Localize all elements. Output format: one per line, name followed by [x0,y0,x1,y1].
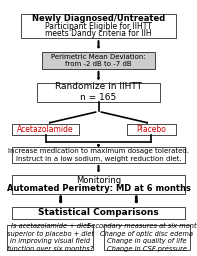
Text: Acetazolamide: Acetazolamide [17,125,74,134]
FancyBboxPatch shape [37,83,160,102]
Text: Monitoring: Monitoring [76,176,121,185]
Text: Newly Diagnosed/Untreated: Newly Diagnosed/Untreated [32,14,165,23]
FancyBboxPatch shape [127,124,176,135]
Text: Automated Perimetry: MD at 6 months: Automated Perimetry: MD at 6 months [7,184,190,193]
FancyBboxPatch shape [11,207,186,219]
Text: Increase medication to maximum dosage tolerated.
Instruct in a low sodium, weigh: Increase medication to maximum dosage to… [8,148,189,162]
Text: Statistical Comparisons: Statistical Comparisons [38,208,159,217]
FancyBboxPatch shape [42,52,155,69]
FancyBboxPatch shape [7,225,93,250]
Text: Secondary measures at six months:
Change of optic disc edema
Change in quality o: Secondary measures at six months: Change… [87,223,197,252]
Text: Placebo: Placebo [137,125,166,134]
Text: meets Dandy criteria for IIH: meets Dandy criteria for IIH [45,29,152,38]
Text: Perimetric Mean Deviation:
from -2 dB to -7 dB: Perimetric Mean Deviation: from -2 dB to… [51,54,146,67]
Text: Randomize in IIHTT
n = 165: Randomize in IIHTT n = 165 [55,82,142,102]
FancyBboxPatch shape [104,225,190,250]
FancyBboxPatch shape [11,175,186,194]
Text: Is acetazolamide + diet
superior to placebo + diet
in improving visual field
fun: Is acetazolamide + diet superior to plac… [7,223,94,252]
FancyBboxPatch shape [21,14,176,38]
FancyBboxPatch shape [12,124,79,135]
Text: Participant Eligible for IIHTT: Participant Eligible for IIHTT [45,22,152,30]
FancyBboxPatch shape [11,147,186,163]
